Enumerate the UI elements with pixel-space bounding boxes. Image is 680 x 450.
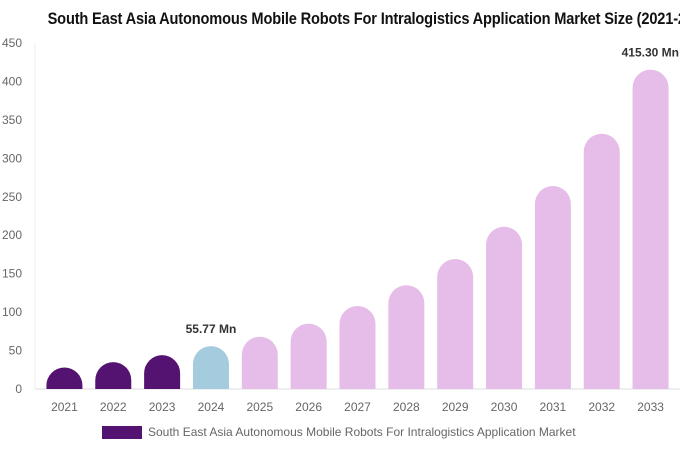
bar-2030 [486,226,523,389]
x-tick-label: 2030 [491,400,518,414]
y-tick-label: 150 [2,267,22,281]
y-tick-label: 50 [9,344,23,358]
x-tick-label: 2028 [393,400,420,414]
x-tick-label: 2024 [198,400,225,414]
y-tick-label: 200 [2,228,22,242]
x-tick-label: 2023 [149,400,176,414]
x-tick-label: 2026 [295,400,322,414]
y-tick-label: 250 [2,190,22,204]
bar-2024 [192,346,229,389]
y-tick-label: 400 [2,74,22,88]
bar-2028 [388,285,425,389]
bar-2023 [144,355,181,389]
x-tick-label: 2027 [344,400,371,414]
x-tick-label: 2032 [588,400,615,414]
y-tick-label: 450 [2,36,22,50]
legend-label: South East Asia Autonomous Mobile Robots… [148,425,576,439]
chart-title: South East Asia Autonomous Mobile Robots… [47,9,680,28]
data-label: 55.77 Mn [186,322,237,336]
y-tick-label: 100 [2,305,22,319]
x-tick-label: 2025 [246,400,273,414]
bar-2031 [534,186,571,389]
bar-2026 [290,323,327,389]
bar-2021 [46,367,83,389]
bar-2032 [583,133,620,389]
bar-chart: 0 50 100 150 200 250 300 350 400 450 2021 2022 2023 2… [2,36,680,414]
y-tick-label: 300 [2,151,22,165]
data-label: 415.30 Mn [622,46,679,60]
bar-2029 [437,259,474,389]
x-tick-label: 2033 [637,400,664,414]
legend: South East Asia Autonomous Mobile Robots… [102,425,576,439]
x-tick-label: 2031 [540,400,567,414]
bar-2033 [632,69,669,389]
x-tick-label: 2021 [51,400,78,414]
bar-2025 [241,336,278,389]
legend-swatch [102,425,142,439]
bar-2022 [95,362,132,389]
y-tick-label: 350 [2,113,22,127]
bar-2027 [339,305,376,389]
x-tick-label: 2022 [100,400,127,414]
x-tick-label: 2029 [442,400,469,414]
y-tick-label: 0 [15,382,22,396]
